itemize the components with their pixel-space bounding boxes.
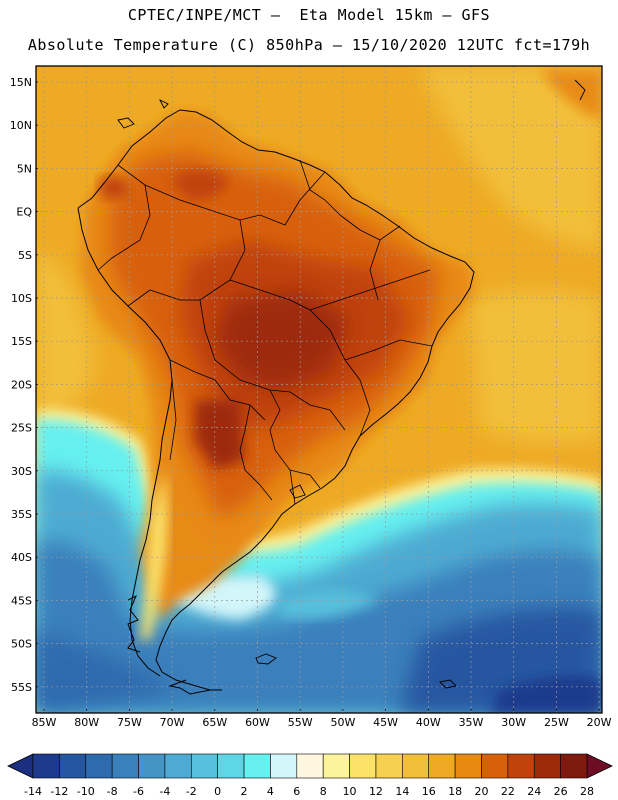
legend-label: 10 [343, 785, 357, 798]
lon-label: 20W [587, 716, 612, 729]
title-line-2: Absolute Temperature (C) 850hPa – 15/10/… [27, 36, 591, 54]
legend-label: 2 [241, 785, 248, 798]
legend-label: 12 [369, 785, 383, 798]
lat-label: 50S [11, 638, 32, 651]
lon-label: 75W [117, 716, 142, 729]
legend-label: 14 [395, 785, 409, 798]
lon-label: 65W [202, 716, 227, 729]
legend-swatch [454, 753, 482, 779]
legend-swatch [402, 753, 430, 779]
lat-label: 55S [11, 681, 32, 694]
lon-label: 55W [288, 716, 313, 729]
coastline [77, 109, 475, 695]
legend-swatch [217, 753, 245, 779]
lat-label: 10S [11, 292, 32, 305]
legend-label: 24 [527, 785, 541, 798]
lon-label: 45W [373, 716, 398, 729]
lat-label: 40S [11, 551, 32, 564]
legend-high-arrow [586, 753, 613, 779]
legend-swatch [85, 753, 113, 779]
legend-swatch [164, 753, 192, 779]
legend-label: -2 [186, 785, 197, 798]
legend-label: 8 [320, 785, 327, 798]
lat-label: 30S [11, 465, 32, 478]
legend-label: 22 [501, 785, 515, 798]
legend-swatch [375, 753, 403, 779]
legend-swatch [428, 753, 456, 779]
legend-swatch [507, 753, 535, 779]
coordinate-grid [36, 66, 602, 713]
legend-swatch [296, 753, 324, 779]
lat-label: 15N [10, 76, 32, 89]
legend-label: -12 [50, 785, 68, 798]
legend-label: 6 [293, 785, 300, 798]
legend-swatch [270, 753, 298, 779]
latitude-labels: 15N 10N 5N EQ 5S 10S 15S 20S 25S 30S 35S… [10, 76, 33, 694]
lat-label: 35S [11, 508, 32, 521]
lat-label: 20S [11, 378, 32, 391]
longitude-labels: 85W 80W 75W 70W 65W 60W 55W 50W 45W 40W … [32, 716, 612, 729]
lon-label: 70W [160, 716, 185, 729]
lat-label: EQ [16, 206, 32, 219]
lat-label: 15S [11, 335, 32, 348]
legend-label: 18 [448, 785, 462, 798]
legend-swatch [560, 753, 588, 779]
legend-label: -8 [107, 785, 118, 798]
legend-low-arrow [7, 753, 34, 779]
legend-swatch [322, 753, 350, 779]
legend-label: 20 [474, 785, 488, 798]
lon-label: 35W [459, 716, 484, 729]
legend-label: -14 [24, 785, 42, 798]
country-borders [97, 159, 433, 505]
legend-label: -4 [159, 785, 170, 798]
legend-swatch [190, 753, 218, 779]
title-line-1: CPTEC/INPE/MCT – Eta Model 15km – GFS [127, 6, 491, 24]
lat-label: 5N [17, 162, 32, 175]
legend-swatch [481, 753, 509, 779]
islands [117, 79, 586, 689]
lon-label: 40W [416, 716, 441, 729]
lat-label: 25S [11, 422, 32, 435]
lon-label: 80W [74, 716, 99, 729]
lat-label: 45S [11, 594, 32, 607]
legend-label: 4 [267, 785, 274, 798]
legend-label: 26 [554, 785, 568, 798]
temperature-field [36, 66, 602, 713]
legend-label: -6 [133, 785, 144, 798]
legend-swatch [349, 753, 377, 779]
lon-label: 25W [544, 716, 569, 729]
legend-label: 28 [580, 785, 594, 798]
lat-label: 10N [10, 119, 32, 132]
color-legend: -14 -12 -10 -8 -6 -4 -2 0 2 4 6 8 10 12 … [7, 753, 613, 798]
legend-swatch [111, 753, 139, 779]
lon-label: 85W [32, 716, 57, 729]
legend-swatch [243, 753, 271, 779]
legend-label: -10 [77, 785, 95, 798]
legend-swatch [533, 753, 561, 779]
lon-label: 30W [501, 716, 526, 729]
legend-swatch [32, 753, 60, 779]
legend-label: 16 [422, 785, 436, 798]
lon-label: 50W [330, 716, 355, 729]
map-frame [35, 65, 603, 714]
legend-swatch [138, 753, 166, 779]
legend-swatch [59, 753, 87, 779]
lon-label: 60W [245, 716, 270, 729]
lat-label: 5S [18, 249, 32, 262]
legend-label: 0 [214, 785, 221, 798]
